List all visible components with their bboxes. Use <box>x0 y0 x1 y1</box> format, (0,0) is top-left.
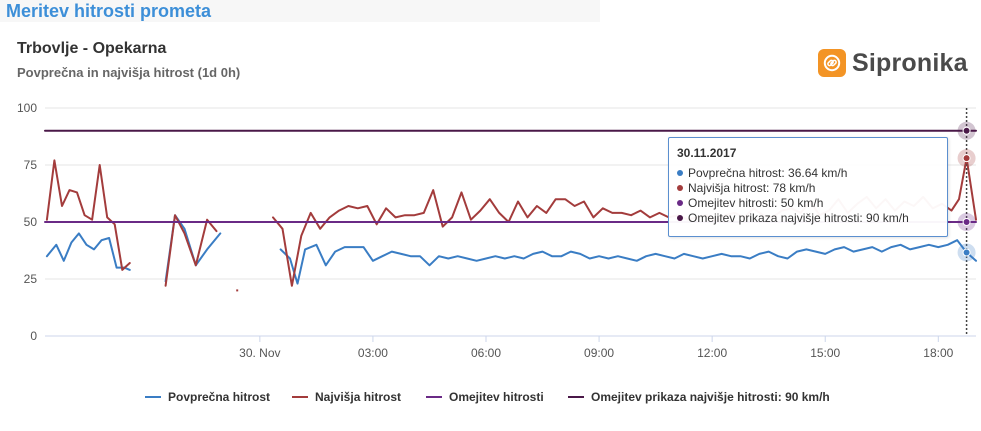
x-tick-label-12:00: 12:00 <box>697 346 727 360</box>
legend-swatch-max <box>292 396 308 398</box>
hover-point-avg-speed <box>962 248 971 257</box>
legend-item-avg-speed[interactable]: Povprečna hitrost <box>145 389 270 405</box>
y-tick-label-100: 100 <box>17 101 37 115</box>
tooltip-dot-limit <box>677 199 683 206</box>
tooltip-label-limit: Omejitev hitrosti: 50 km/h <box>688 195 824 210</box>
x-tick-label-03:00: 03:00 <box>358 346 388 360</box>
legend-label-display-limit: Omejitev prikaza najvišje hitrosti: 90 k… <box>591 390 830 404</box>
hover-point-max-speed <box>962 154 971 163</box>
legend-label-avg: Povprečna hitrost <box>168 390 271 404</box>
hover-point-display-limit <box>962 126 971 135</box>
legend-swatch-display-limit <box>568 396 584 398</box>
chart-subtitle: Povprečna in najvišja hitrost (1d 0h) <box>17 65 241 80</box>
x-tick-label-30. Nov: 30. Nov <box>239 346 280 360</box>
tooltip-row-max: Najvišja hitrost: 78 km/h <box>677 180 939 195</box>
page-title: Meritev hitrosti prometa <box>6 1 212 21</box>
legend-swatch-limit <box>426 396 442 398</box>
tooltip-row-display-limit: Omejitev prikaza najvišje hitrosti: 90 k… <box>677 210 939 225</box>
y-tick-label-0: 0 <box>30 329 37 343</box>
page-header: Meritev hitrosti prometa <box>0 0 600 22</box>
tooltip-row-avg: Povprečna hitrost: 36.64 km/h <box>677 165 939 180</box>
x-tick-label-15:00: 15:00 <box>810 346 840 360</box>
legend-item-speed-limit[interactable]: Omejitev hitrosti <box>426 389 544 405</box>
tooltip-row-limit: Omejitev hitrosti: 50 km/h <box>677 195 939 210</box>
chart-tooltip: 30.11.2017 Povprečna hitrost: 36.64 km/h… <box>668 137 948 237</box>
tooltip-dot-display-limit <box>677 214 683 221</box>
x-tick-label-06:00: 06:00 <box>471 346 501 360</box>
legend-swatch-avg <box>145 396 161 398</box>
y-axis: 0 25 50 75 100 <box>17 101 37 343</box>
tooltip-label-max: Najvišja hitrost: 78 km/h <box>688 180 816 195</box>
legend-label-max: Najvišja hitrost <box>315 390 402 404</box>
x-tick-label-18:00: 18:00 <box>923 346 953 360</box>
y-tick-label-50: 50 <box>24 215 38 229</box>
legend-item-display-limit[interactable]: Omejitev prikaza najvišje hitrosti: 90 k… <box>568 389 830 405</box>
tooltip-label-avg: Povprečna hitrost: 36.64 km/h <box>688 165 848 180</box>
tooltip-dot-max <box>677 184 683 191</box>
y-tick-label-25: 25 <box>24 272 38 286</box>
legend-item-max-speed[interactable]: Najvišja hitrost <box>292 389 401 405</box>
link-icon <box>818 49 846 77</box>
tooltip-dot-avg <box>677 169 683 176</box>
chart-legend: Povprečna hitrost Najvišja hitrost Omeji… <box>0 389 981 407</box>
chart-title: Trbovlje - Opekarna <box>17 40 167 57</box>
x-axis: 30. Nov 03:00 06:00 09:00 12:00 15:00 18:00 <box>45 335 976 360</box>
hover-markers <box>957 121 976 262</box>
tooltip-label-display-limit: Omejitev prikaza najvišje hitrosti: 90 k… <box>688 210 909 225</box>
x-tick-label-09:00: 09:00 <box>584 346 614 360</box>
logo-text: Sipronika <box>852 48 968 77</box>
legend-label-limit: Omejitev hitrosti <box>449 390 544 404</box>
sipronika-logo[interactable]: Sipronika <box>818 46 968 80</box>
hover-point-speed-limit <box>962 218 971 226</box>
y-tick-label-75: 75 <box>24 158 38 172</box>
tooltip-date: 30.11.2017 <box>677 146 737 160</box>
